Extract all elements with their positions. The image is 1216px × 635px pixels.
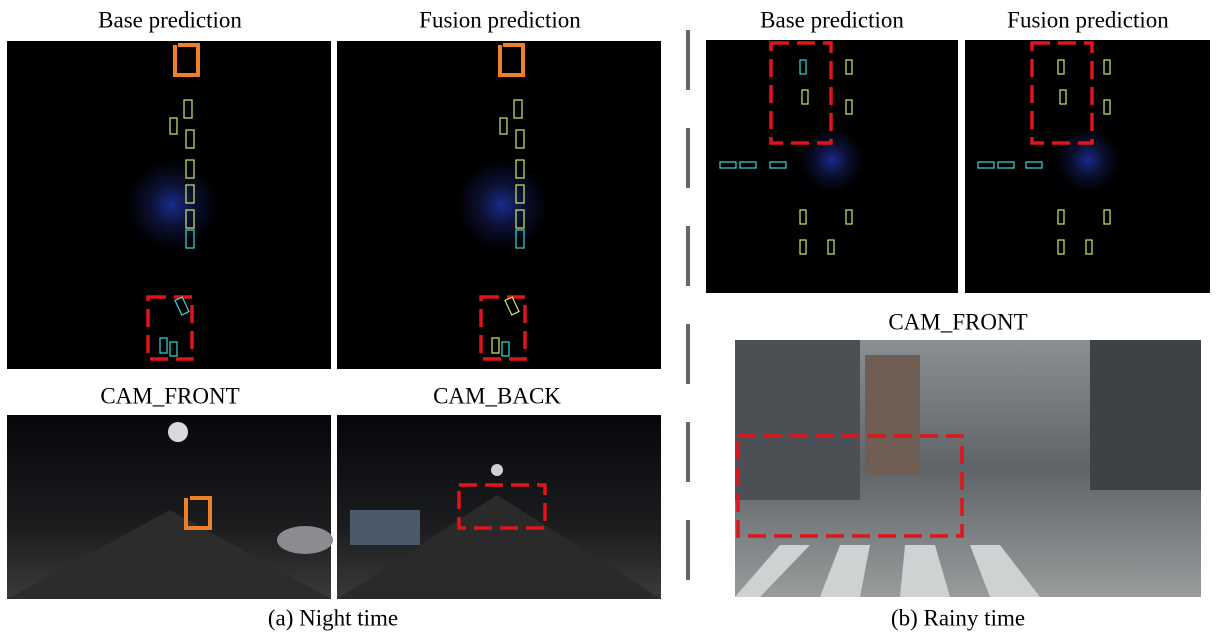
figure: Base prediction Fusion prediction CAM_FR… bbox=[0, 0, 1216, 635]
lidar-image bbox=[7, 41, 331, 369]
lidar-image bbox=[706, 40, 958, 293]
panel-title: CAM_FRONT bbox=[100, 383, 239, 408]
caption: (b) Rainy time bbox=[891, 605, 1025, 630]
panel-title: Base prediction bbox=[760, 7, 904, 32]
panel-title: CAM_BACK bbox=[433, 383, 561, 408]
camera-image bbox=[735, 340, 1201, 597]
lidar-image bbox=[337, 41, 661, 369]
camera-image bbox=[7, 415, 333, 599]
panel-title: Fusion prediction bbox=[1007, 7, 1169, 32]
panel-title: Fusion prediction bbox=[419, 7, 581, 32]
lidar-image bbox=[965, 40, 1210, 293]
panel-title: Base prediction bbox=[98, 7, 242, 32]
panel-title: CAM_FRONT bbox=[888, 309, 1027, 334]
camera-image bbox=[337, 415, 661, 599]
caption: (a) Night time bbox=[268, 605, 398, 630]
